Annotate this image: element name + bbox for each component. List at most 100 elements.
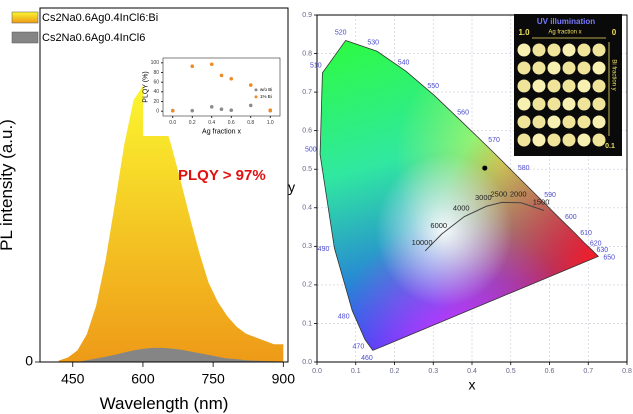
data-point bbox=[229, 108, 234, 112]
y-tick-label: 0.1 bbox=[302, 320, 312, 327]
x-axis-title: Wavelength (nm) bbox=[100, 394, 229, 413]
photo-sample bbox=[592, 133, 606, 147]
photo-label: Bi fraction y bbox=[610, 59, 616, 90]
data-point bbox=[209, 62, 214, 67]
y-tick-label: 40 bbox=[153, 89, 159, 95]
photo-sample bbox=[562, 97, 576, 111]
photo-sample bbox=[532, 61, 546, 75]
x-tick-label: 0.8 bbox=[622, 368, 632, 375]
x-tick-label: 0.1 bbox=[351, 368, 361, 375]
inset-background bbox=[143, 54, 284, 136]
photo-label: 0 bbox=[612, 28, 617, 37]
y-axis-title: PLQY (%) bbox=[143, 71, 150, 102]
x-tick-label: 900 bbox=[272, 370, 296, 386]
legend-marker bbox=[254, 88, 258, 92]
plot-frame bbox=[316, 14, 628, 363]
legend-label: Cs2Na0.6Ag0.4InCl6:Bi bbox=[42, 12, 158, 24]
photo-sample bbox=[577, 115, 591, 129]
photo-sample bbox=[517, 43, 531, 57]
wavelength-label: 590 bbox=[544, 192, 556, 199]
photo-label: Ag fraction x bbox=[548, 30, 581, 36]
chromaticity-point bbox=[482, 165, 488, 171]
photo-sample bbox=[577, 61, 591, 75]
y-axis-title: y bbox=[288, 179, 295, 195]
photo-sample bbox=[547, 115, 561, 129]
photo-sample bbox=[547, 61, 561, 75]
photo-sample bbox=[562, 61, 576, 75]
photo-label: 0.1 bbox=[605, 143, 615, 150]
photo-sample bbox=[547, 97, 561, 111]
wavelength-label: 580 bbox=[518, 165, 530, 172]
data-point bbox=[190, 64, 195, 69]
photo-sample bbox=[592, 43, 606, 57]
y-tick-label: 0 bbox=[156, 108, 159, 114]
cct-label: 1500 bbox=[533, 197, 550, 206]
y-tick-label: 0.8 bbox=[302, 50, 312, 57]
photo-sample bbox=[592, 61, 606, 75]
photo-inset: UV illumination 1.0 Ag fraction x 0 Bi fract… bbox=[514, 14, 622, 156]
data-point bbox=[190, 108, 195, 113]
legend-swatch bbox=[11, 11, 39, 24]
plot-frame bbox=[162, 57, 281, 117]
y-tick-label: 80 bbox=[153, 70, 159, 76]
y-tick-label: 0.7 bbox=[302, 89, 312, 96]
cct-label: 4000 bbox=[453, 204, 470, 213]
y-tick-label: 0.5 bbox=[302, 166, 312, 173]
y-tick-label: 0.3 bbox=[302, 243, 312, 250]
cct-label: 6000 bbox=[430, 221, 447, 230]
wavelength-label: 530 bbox=[367, 40, 379, 47]
y-tick-label: 20 bbox=[153, 99, 159, 105]
x-tick-label: 450 bbox=[61, 370, 85, 386]
photo-sample bbox=[577, 79, 591, 93]
data-point bbox=[219, 73, 224, 78]
x-tick-label: 600 bbox=[131, 370, 155, 386]
x-tick-label: 0.2 bbox=[189, 120, 196, 126]
wavelength-label: 480 bbox=[338, 313, 350, 320]
photo-title: UV illumination bbox=[537, 17, 595, 26]
wavelength-label: 500 bbox=[305, 147, 317, 154]
photo-sample bbox=[517, 115, 531, 129]
data-point bbox=[268, 108, 273, 112]
wavelength-label: 490 bbox=[318, 246, 330, 253]
wavelength-label: 470 bbox=[353, 344, 365, 351]
data-point bbox=[219, 107, 224, 112]
x-tick-label: 0.2 bbox=[390, 368, 400, 375]
wavelength-label: 600 bbox=[565, 214, 577, 221]
y-tick-label: 0.2 bbox=[302, 282, 312, 289]
photo-label: 1.0 bbox=[518, 28, 530, 37]
wavelength-label: 570 bbox=[488, 137, 500, 144]
photo-sample bbox=[532, 115, 546, 129]
y-tick-label: 60 bbox=[153, 79, 159, 85]
spectrum-area bbox=[58, 347, 284, 362]
x-tick-label: 1.0 bbox=[267, 120, 274, 126]
wavelength-label: 650 bbox=[603, 254, 615, 261]
legend-label: w/o Bi bbox=[260, 87, 272, 92]
planckian-locus bbox=[424, 201, 545, 252]
data-point bbox=[209, 105, 214, 109]
y-tick-label: 100 bbox=[151, 60, 160, 66]
cct-label: 2500 bbox=[490, 189, 507, 198]
wavelength-label: 550 bbox=[427, 83, 439, 90]
x-tick-label: 0.4 bbox=[467, 368, 477, 375]
wavelength-label: 460 bbox=[361, 355, 373, 362]
spectral-locus bbox=[319, 39, 600, 351]
wavelength-label: 610 bbox=[580, 230, 592, 237]
cct-label: 10000 bbox=[412, 238, 433, 247]
x-tick-label: 0.7 bbox=[583, 368, 593, 375]
photo-sample bbox=[547, 43, 561, 57]
x-tick-label: 0.5 bbox=[506, 368, 516, 375]
photo-sample bbox=[532, 133, 546, 147]
photo-sample bbox=[532, 79, 546, 93]
x-tick-label: 750 bbox=[201, 370, 225, 386]
photo-sample bbox=[517, 133, 531, 147]
photo-sample bbox=[532, 43, 546, 57]
x-tick-label: 0.6 bbox=[228, 120, 235, 126]
x-tick-label: 0.3 bbox=[428, 368, 438, 375]
wavelength-label: 630 bbox=[596, 247, 608, 254]
plot-frame bbox=[39, 7, 289, 363]
photo-sample bbox=[592, 97, 606, 111]
data-point bbox=[248, 83, 253, 87]
x-tick-label: 0.6 bbox=[545, 368, 555, 375]
wavelength-label: 520 bbox=[335, 29, 347, 36]
